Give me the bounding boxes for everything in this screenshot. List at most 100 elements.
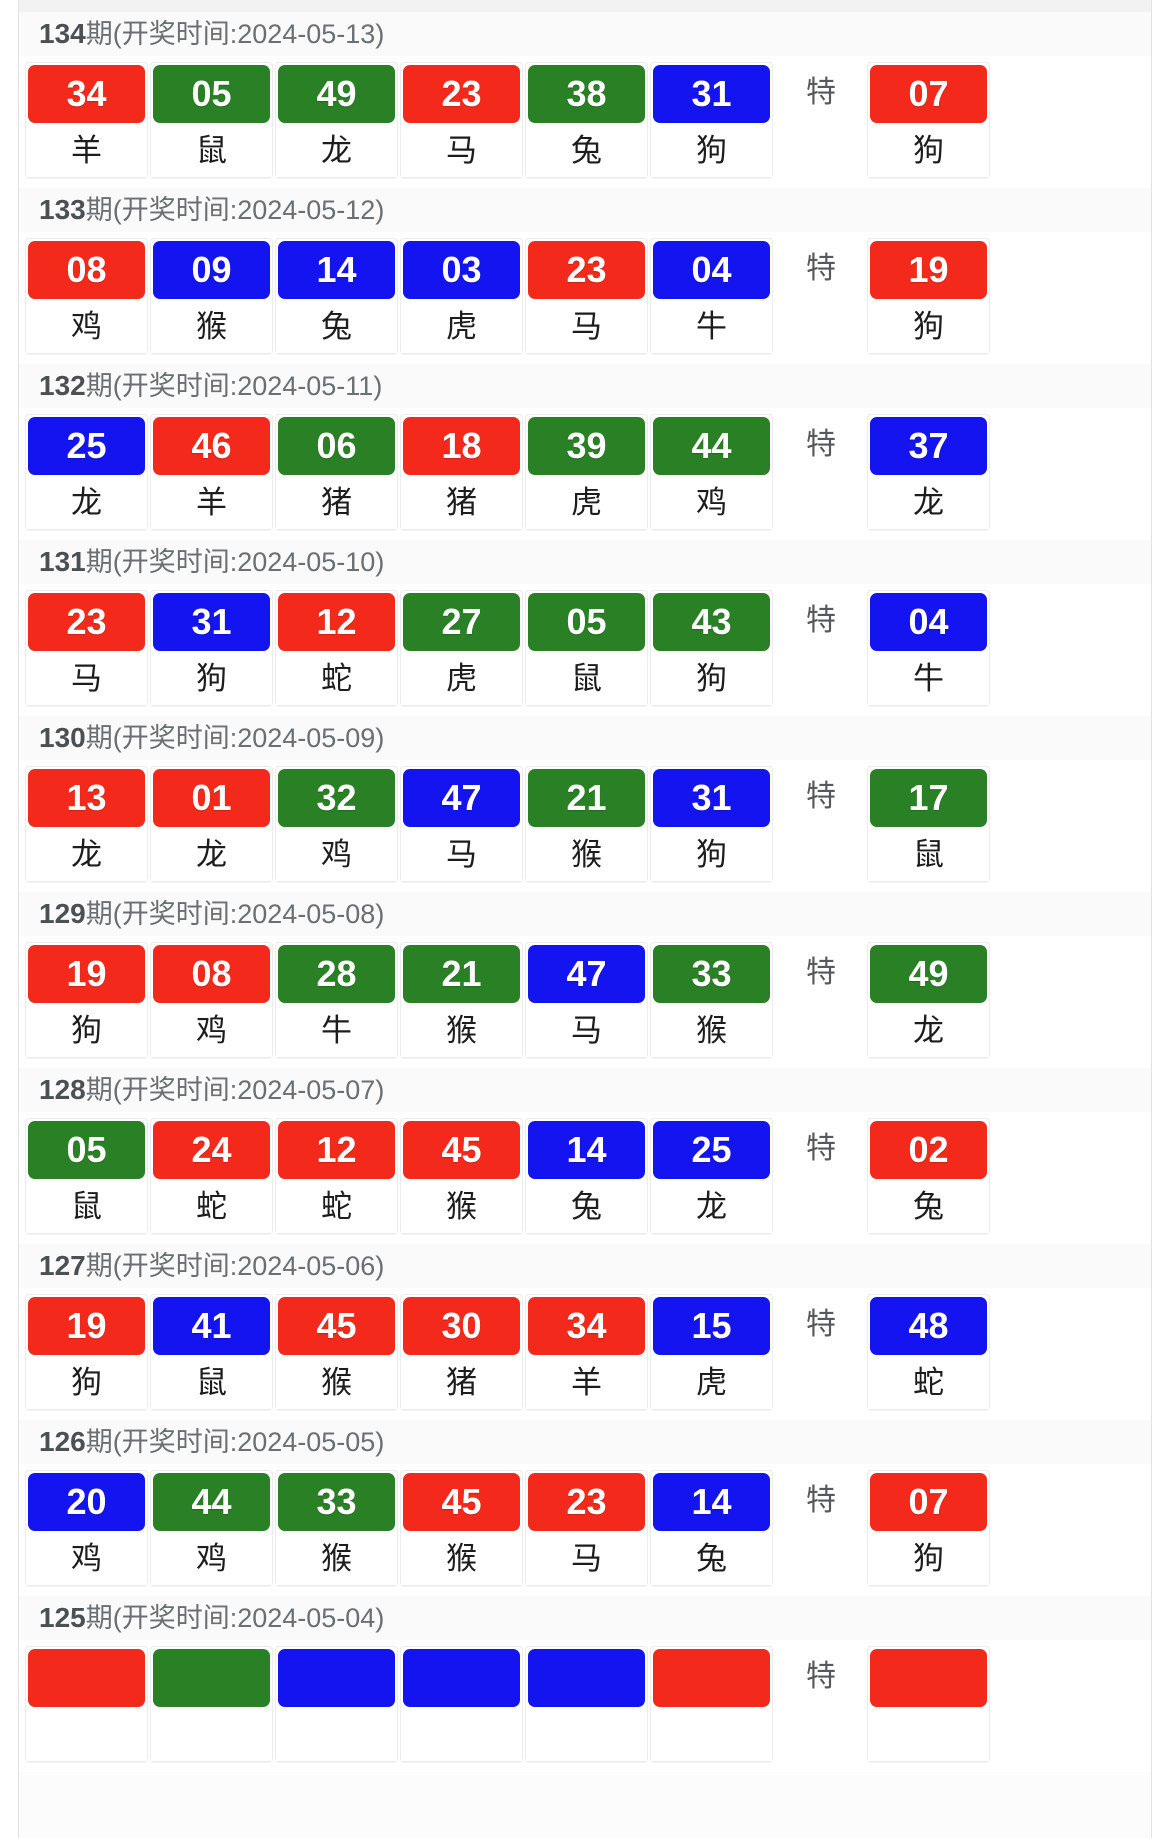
draw-block: 127期(开奖时间:2024-05-06) 19 狗 41 鼠 45 猴 30 猪 34 羊 15 虎特…	[19, 1244, 1151, 1420]
ball-cell[interactable]: 21 猴	[525, 766, 648, 882]
ball-cell[interactable]: 28 牛	[275, 942, 398, 1058]
special-ball-label: 特	[806, 956, 836, 989]
ball-number: 45	[278, 1297, 395, 1355]
ball-number: 12	[278, 593, 395, 651]
special-ball-cell[interactable]	[867, 1646, 990, 1762]
ball-cell[interactable]: 41 鼠	[150, 1294, 273, 1410]
ball-cell[interactable]: 27 虎	[400, 590, 523, 706]
ball-cell[interactable]: 44 鸡	[650, 414, 773, 530]
ball-cell[interactable]	[275, 1646, 398, 1762]
ball-number: 34	[528, 1297, 645, 1355]
ball-cell[interactable]: 25 龙	[25, 414, 148, 530]
ball-cell[interactable]: 49 龙	[275, 62, 398, 178]
special-ball-cell[interactable]: 49 龙	[867, 942, 990, 1058]
ball-cell[interactable]: 45 猴	[275, 1294, 398, 1410]
special-ball-cell[interactable]: 19 狗	[867, 238, 990, 354]
special-ball-number: 04	[870, 593, 987, 651]
ball-zodiac: 兔	[276, 301, 397, 353]
ball-number: 18	[403, 417, 520, 475]
ball-cell[interactable]: 01 龙	[150, 766, 273, 882]
ball-cell[interactable]: 23 马	[25, 590, 148, 706]
ball-cell[interactable]: 14 兔	[275, 238, 398, 354]
ball-cell[interactable]: 38 兔	[525, 62, 648, 178]
special-ball-cell[interactable]: 37 龙	[867, 414, 990, 530]
ball-cell[interactable]	[25, 1646, 148, 1762]
ball-cell[interactable]: 23 马	[400, 62, 523, 178]
ball-cell[interactable]: 05 鼠	[150, 62, 273, 178]
ball-cell[interactable]: 46 羊	[150, 414, 273, 530]
ball-number: 06	[278, 417, 395, 475]
ball-cell[interactable]: 12 蛇	[275, 590, 398, 706]
ball-cell[interactable]: 47 马	[400, 766, 523, 882]
ball-cell[interactable]: 45 猴	[400, 1118, 523, 1234]
special-ball-cell[interactable]: 48 蛇	[867, 1294, 990, 1410]
draw-date-meta: 期(开奖时间:2024-05-08)	[85, 899, 385, 929]
ball-cell[interactable]: 24 蛇	[150, 1118, 273, 1234]
ball-cell[interactable]: 43 狗	[650, 590, 773, 706]
ball-cell[interactable]: 47 马	[525, 942, 648, 1058]
ball-number: 14	[278, 241, 395, 299]
ball-cell[interactable]: 06 猪	[275, 414, 398, 530]
ball-cell[interactable]: 19 狗	[25, 1294, 148, 1410]
ball-cell[interactable]: 09 猴	[150, 238, 273, 354]
ball-number: 31	[653, 65, 770, 123]
ball-cell[interactable]: 14 兔	[650, 1470, 773, 1586]
ball-cell[interactable]: 34 羊	[25, 62, 148, 178]
draw-issue-number: 128	[39, 1074, 86, 1105]
special-ball-cell[interactable]: 17 鼠	[867, 766, 990, 882]
ball-zodiac: 蛇	[151, 1181, 272, 1233]
ball-zodiac: 猴	[526, 829, 647, 881]
ball-cell[interactable]	[650, 1646, 773, 1762]
ball-cell[interactable]: 31 狗	[650, 766, 773, 882]
ball-cell[interactable]	[150, 1646, 273, 1762]
ball-cell[interactable]: 44 鸡	[150, 1470, 273, 1586]
ball-cell[interactable]: 19 狗	[25, 942, 148, 1058]
ball-number: 23	[528, 1473, 645, 1531]
ball-cell[interactable]: 31 狗	[150, 590, 273, 706]
ball-cell[interactable]: 25 龙	[650, 1118, 773, 1234]
draw-header: 134期(开奖时间:2024-05-13)	[19, 12, 1151, 56]
draw-results-list[interactable]: 134期(开奖时间:2024-05-13) 34 羊 05 鼠 49 龙 23 马 38 兔 31 狗特…	[19, 12, 1151, 1838]
ball-cell[interactable]: 18 猪	[400, 414, 523, 530]
draw-issue-number: 133	[39, 194, 86, 225]
draw-issue-number: 131	[39, 546, 86, 577]
ball-cell[interactable]: 33 猴	[275, 1470, 398, 1586]
ball-cell[interactable]: 33 猴	[650, 942, 773, 1058]
ball-cell[interactable]: 45 猴	[400, 1470, 523, 1586]
ball-cell[interactable]: 08 鸡	[25, 238, 148, 354]
draw-balls-row: 25 龙 46 羊 06 猪 18 猪 39 虎 44 鸡特 37 龙	[19, 408, 1151, 540]
special-ball-cell[interactable]: 02 兔	[867, 1118, 990, 1234]
ball-cell[interactable]: 15 虎	[650, 1294, 773, 1410]
ball-cell[interactable]: 05 鼠	[525, 590, 648, 706]
ball-zodiac: 牛	[651, 301, 772, 353]
ball-cell[interactable]	[525, 1646, 648, 1762]
ball-cell[interactable]: 34 羊	[525, 1294, 648, 1410]
ball-cell[interactable]: 12 蛇	[275, 1118, 398, 1234]
special-ball-cell[interactable]: 04 牛	[867, 590, 990, 706]
ball-cell[interactable]: 08 鸡	[150, 942, 273, 1058]
ball-cell[interactable]: 14 兔	[525, 1118, 648, 1234]
ball-number: 49	[278, 65, 395, 123]
special-ball-cell[interactable]: 07 狗	[867, 62, 990, 178]
ball-cell[interactable]: 03 虎	[400, 238, 523, 354]
ball-cell[interactable]: 32 鸡	[275, 766, 398, 882]
special-ball-label: 特	[806, 1484, 836, 1517]
special-ball-zodiac: 龙	[868, 1005, 989, 1057]
ball-zodiac	[651, 1709, 772, 1761]
ball-cell[interactable]: 04 牛	[650, 238, 773, 354]
ball-cell[interactable]: 23 马	[525, 1470, 648, 1586]
special-ball-number: 37	[870, 417, 987, 475]
ball-zodiac: 狗	[651, 125, 772, 177]
ball-zodiac: 猴	[401, 1181, 522, 1233]
ball-cell[interactable]: 21 猴	[400, 942, 523, 1058]
ball-cell[interactable]: 31 狗	[650, 62, 773, 178]
ball-cell[interactable]	[400, 1646, 523, 1762]
special-ball-number: 48	[870, 1297, 987, 1355]
ball-cell[interactable]: 05 鼠	[25, 1118, 148, 1234]
special-ball-cell[interactable]: 07 狗	[867, 1470, 990, 1586]
ball-cell[interactable]: 39 虎	[525, 414, 648, 530]
ball-cell[interactable]: 30 猪	[400, 1294, 523, 1410]
ball-cell[interactable]: 20 鸡	[25, 1470, 148, 1586]
ball-cell[interactable]: 13 龙	[25, 766, 148, 882]
ball-cell[interactable]: 23 马	[525, 238, 648, 354]
